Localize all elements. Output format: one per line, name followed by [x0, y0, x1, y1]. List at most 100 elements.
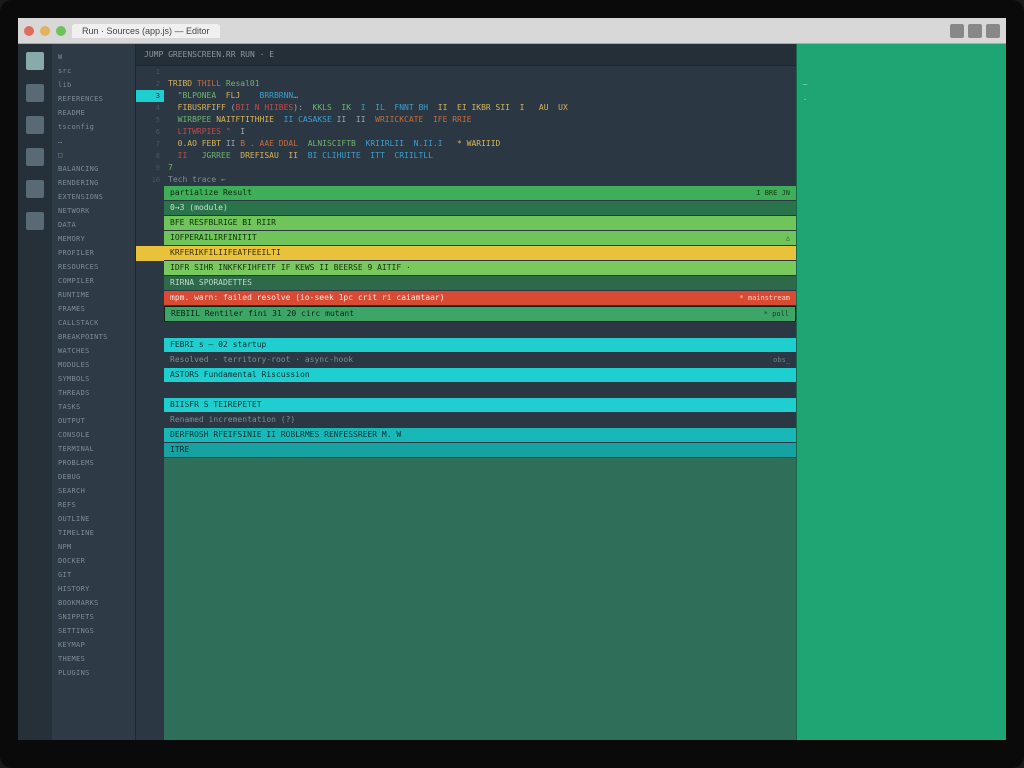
sidebar-item[interactable]: KEYMAP — [56, 638, 131, 652]
code-line[interactable]: "BLPONEA FLJ BRRBRNN… — [164, 90, 796, 102]
sidebar-item[interactable]: DOCKER — [56, 554, 131, 568]
editor-tab-label[interactable]: JUMP GREENSCREEN.RR RUN · E — [144, 50, 274, 59]
sidebar-item[interactable]: README — [56, 106, 131, 120]
editor-tab-bar: JUMP GREENSCREEN.RR RUN · E — [136, 44, 796, 66]
sidebar-item[interactable]: FRAMES — [56, 302, 131, 316]
code-column[interactable]: TRIBD THILL Resal01 "BLPONEA FLJ BRRBRNN… — [164, 66, 796, 740]
browser-tab[interactable]: Run · Sources (app.js) — Editor — [72, 24, 220, 38]
code-line[interactable]: FIBUSRFIFF (BII N HIIBES): KKLS IK I IL … — [164, 102, 796, 114]
sidebar-item[interactable]: BOOKMARKS — [56, 596, 131, 610]
status-bar-row[interactable]: ITRE — [164, 443, 796, 457]
bar-text: KRFERIKFILIIFEATFEEILTI — [170, 246, 281, 260]
sidebar-item[interactable]: THREADS — [56, 386, 131, 400]
status-bar-row[interactable]: IOFPERAILIRFINITIT△ — [164, 231, 796, 245]
sidebar-item[interactable]: NPM — [56, 540, 131, 554]
sidebar-item[interactable]: BALANCING — [56, 162, 131, 176]
status-bar-row[interactable]: BIISFR S TEIREPETET — [164, 398, 796, 412]
sidebar-item[interactable]: lib — [56, 78, 131, 92]
bar-text: DERFROSH RFEIFSINIE II ROBLRMES RENFESSR… — [170, 428, 401, 442]
code-line[interactable]: Tech trace ← — [164, 174, 796, 186]
sidebar-item[interactable]: TASKS — [56, 400, 131, 414]
sidebar-item[interactable]: RESOURCES — [56, 260, 131, 274]
sidebar-item[interactable]: BREAKPOINTS — [56, 330, 131, 344]
code-line[interactable]: WIRBPEE NAITFTITHHIE II CASAKSE II II WR… — [164, 114, 796, 126]
code-line[interactable]: 0.AO FEBT II B . AAE DDAL ALNISCIFTB KRI… — [164, 138, 796, 150]
activity-extensions-icon[interactable] — [26, 180, 44, 198]
sidebar-item[interactable]: HISTORY — [56, 582, 131, 596]
bar-text: mpm. warn: failed resolve (io-seek 1pc c… — [170, 291, 445, 305]
status-bar-row[interactable]: FEBRI s — 02 startup — [164, 338, 796, 352]
status-bar-row[interactable]: mpm. warn: failed resolve (io-seek 1pc c… — [164, 291, 796, 305]
status-bar-row[interactable]: RIRNA SPORADETTES — [164, 276, 796, 290]
explorer-sidebar[interactable]: WsrclibREFERENCESREADMEtsconfig…□BALANCI… — [52, 44, 136, 740]
activity-remote-icon[interactable] — [26, 212, 44, 230]
sidebar-item[interactable]: PROBLEMS — [56, 456, 131, 470]
sidebar-item[interactable]: REFERENCES — [56, 92, 131, 106]
sidebar-item[interactable]: GIT — [56, 568, 131, 582]
sidebar-item[interactable]: OUTLINE — [56, 512, 131, 526]
sidebar-item[interactable]: PLUGINS — [56, 666, 131, 680]
sidebar-item[interactable]: REFS — [56, 498, 131, 512]
menu-icon[interactable] — [986, 24, 1000, 38]
sidebar-item[interactable]: tsconfig — [56, 120, 131, 134]
window-close-btn[interactable] — [24, 26, 34, 36]
sidebar-item[interactable]: WATCHES — [56, 344, 131, 358]
sidebar-item[interactable]: CALLSTACK — [56, 316, 131, 330]
activity-explorer-icon[interactable] — [26, 52, 44, 70]
code-line[interactable]: 7 — [164, 162, 796, 174]
sidebar-item[interactable]: DEBUG — [56, 470, 131, 484]
code-line[interactable] — [164, 66, 796, 78]
sidebar-item[interactable]: … — [56, 134, 131, 148]
window-max-btn[interactable] — [56, 26, 66, 36]
sidebar-item[interactable]: PROFILER — [56, 246, 131, 260]
sidebar-item[interactable]: SYMBOLS — [56, 372, 131, 386]
sidebar-item[interactable]: THEMES — [56, 652, 131, 666]
code-line[interactable]: II JGRREE DREFISAU II BI CLIHUITE ITT CR… — [164, 150, 796, 162]
status-bar-row[interactable]: KRFERIKFILIIFEATFEEILTI — [164, 246, 796, 260]
profile-icon[interactable] — [968, 24, 982, 38]
sidebar-item[interactable]: TERMINAL — [56, 442, 131, 456]
activity-scm-icon[interactable] — [26, 116, 44, 134]
bar-text: Resolved · territory-root · async-hook — [170, 353, 353, 367]
status-bar-row[interactable]: IDFR SIHR INKFKFIHFETF IF KEWS II BEERSE… — [164, 261, 796, 275]
sidebar-item[interactable]: NETWORK — [56, 204, 131, 218]
activity-search-icon[interactable] — [26, 84, 44, 102]
code-line[interactable]: TRIBD THILL Resal01 — [164, 78, 796, 90]
sidebar-item[interactable]: src — [56, 64, 131, 78]
status-bar-row[interactable]: 0→3 (module) — [164, 201, 796, 215]
sidebar-item[interactable]: SNIPPETS — [56, 610, 131, 624]
sidebar-item[interactable]: MEMORY — [56, 232, 131, 246]
bar-right-label: I BRE JN — [756, 186, 790, 200]
sidebar-item[interactable]: COMPILER — [56, 274, 131, 288]
status-bar-row[interactable]: Renamed incrementation (?) — [164, 413, 796, 427]
screen-bezel: Run · Sources (app.js) — Editor WsrclibR… — [0, 0, 1024, 768]
sidebar-item[interactable]: RUNTIME — [56, 288, 131, 302]
sidebar-item[interactable]: EXTENSIONS — [56, 190, 131, 204]
sidebar-item[interactable]: □ — [56, 148, 131, 162]
sidebar-item[interactable]: SEARCH — [56, 484, 131, 498]
sidebar-item[interactable]: DATA — [56, 218, 131, 232]
sidebar-item[interactable]: W — [56, 50, 131, 64]
status-bar-row[interactable] — [164, 323, 796, 337]
sidebar-item[interactable]: OUTPUT — [56, 414, 131, 428]
status-bar-row[interactable]: DERFROSH RFEIFSINIE II ROBLRMES RENFESSR… — [164, 428, 796, 442]
status-bar-row[interactable]: Resolved · territory-root · async-hookob… — [164, 353, 796, 367]
status-bar-row[interactable]: BFE RESFBLRIGE BI RIIR — [164, 216, 796, 230]
sidebar-item[interactable]: SETTINGS — [56, 624, 131, 638]
bar-text: FEBRI s — 02 startup — [170, 338, 266, 352]
sidebar-item[interactable]: RENDERING — [56, 176, 131, 190]
sidebar-item[interactable]: TIMELINE — [56, 526, 131, 540]
status-bar-row[interactable]: REBIIL Rentiler fini 31 20 circ mutant* … — [164, 306, 796, 322]
window-min-btn[interactable] — [40, 26, 50, 36]
status-bar-row[interactable]: partialize ResultI BRE JN — [164, 186, 796, 200]
bar-text: BFE RESFBLRIGE BI RIIR — [170, 216, 276, 230]
sidebar-item[interactable]: CONSOLE — [56, 428, 131, 442]
status-bar-row[interactable]: ASTORS Fundamental Riscussion — [164, 368, 796, 382]
bar-text: BIISFR S TEIREPETET — [170, 398, 262, 412]
right-panel-line: — — [797, 76, 1006, 92]
activity-debug-icon[interactable] — [26, 148, 44, 166]
code-line[interactable]: LITWRPIES " I — [164, 126, 796, 138]
status-bar-row[interactable] — [164, 383, 796, 397]
sidebar-item[interactable]: MODULES — [56, 358, 131, 372]
extension-icon[interactable] — [950, 24, 964, 38]
